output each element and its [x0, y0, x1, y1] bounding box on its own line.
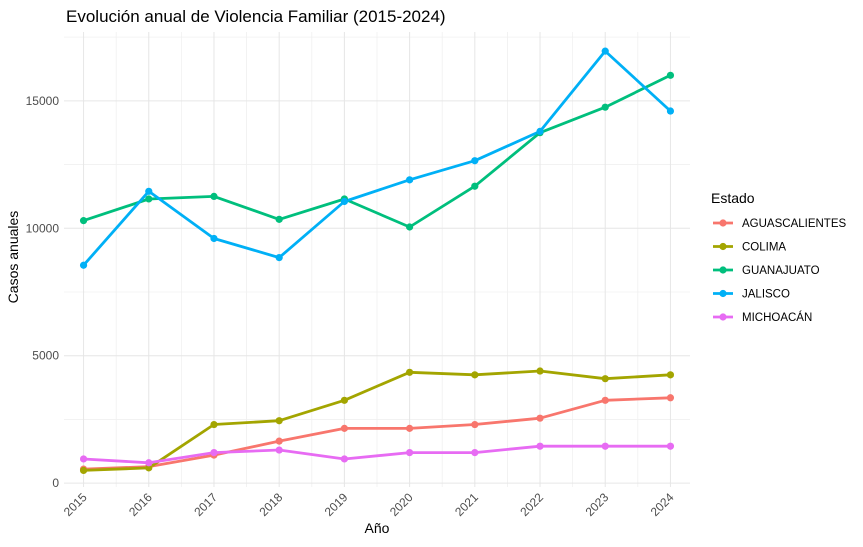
x-tick-label: 2017 — [191, 490, 220, 519]
legend-label-michoacan: MICHOACÁN — [742, 311, 812, 324]
legend-key-point-colima — [719, 242, 727, 251]
data-point-michoacan — [601, 442, 609, 450]
data-point-michoacan — [666, 442, 675, 450]
data-point-jalisco — [79, 261, 88, 269]
series-line-colima — [82, 369, 672, 472]
y-axis-label: Casos anuales — [5, 211, 21, 304]
data-point-jalisco — [666, 107, 675, 115]
data-point-colima — [275, 417, 283, 425]
data-point-aguascalientes — [536, 414, 544, 422]
data-point-guanajuato — [471, 182, 479, 190]
data-point-aguascalientes — [406, 424, 414, 432]
legend-key-point-guanajuato — [719, 266, 727, 274]
data-point-colima — [601, 375, 609, 383]
data-point-colima — [471, 371, 479, 379]
data-point-guanajuato — [210, 192, 218, 201]
x-tick-label: 2019 — [322, 490, 351, 519]
legend: Estado AGUASCALIENTES COLIMA GUANAJUATO JAL… — [711, 190, 846, 324]
x-tick-label: 2018 — [257, 490, 286, 519]
y-tick-label: 10000 — [26, 221, 60, 235]
x-tick-label: 2015 — [61, 490, 90, 519]
data-point-guanajuato — [79, 217, 88, 225]
data-point-colima — [210, 420, 218, 429]
data-point-jalisco — [601, 47, 609, 55]
series-lines — [82, 49, 672, 472]
data-point-aguascalientes — [275, 437, 283, 445]
legend-label-colima: COLIMA — [742, 242, 786, 254]
x-tick-label: 2021 — [452, 490, 481, 519]
legend-label-aguascalientes: AGUASCALIENTES — [742, 218, 846, 230]
data-point-michoacan — [210, 448, 218, 457]
data-point-jalisco — [340, 197, 348, 206]
data-point-michoacan — [471, 448, 479, 457]
data-point-colima — [666, 371, 675, 379]
x-axis-label: Año — [365, 520, 390, 536]
y-tick-label: 5000 — [32, 349, 59, 363]
x-tick-label: 2016 — [126, 490, 155, 519]
data-point-michoacan — [340, 455, 348, 463]
legend-label-jalisco: JALISCO — [742, 289, 790, 301]
series-line-guanajuato — [82, 73, 672, 229]
legend-key-point-aguascalientes — [719, 219, 727, 227]
data-point-michoacan — [536, 442, 544, 450]
x-tick-label: 2020 — [387, 490, 416, 519]
series-line-aguascalientes — [82, 396, 672, 471]
data-point-michoacan — [145, 459, 153, 467]
data-point-jalisco — [210, 234, 218, 243]
x-tick-label: 2024 — [648, 490, 677, 519]
legend-key-point-michoacan — [719, 313, 727, 321]
data-point-aguascalientes — [340, 424, 348, 432]
grid — [64, 32, 690, 487]
data-point-jalisco — [275, 253, 283, 262]
data-point-jalisco — [145, 187, 153, 195]
legend-label-guanajuato: GUANAJUATO — [742, 265, 820, 277]
data-point-guanajuato — [406, 223, 414, 231]
data-point-michoacan — [79, 455, 88, 463]
data-point-colima — [406, 368, 414, 376]
y-tick-label: 15000 — [26, 94, 60, 108]
data-point-guanajuato — [275, 215, 283, 223]
legend-title: Estado — [711, 190, 755, 206]
data-point-aguascalientes — [471, 420, 479, 429]
data-point-aguascalientes — [666, 394, 675, 402]
legend-items: AGUASCALIENTES COLIMA GUANAJUATO JALISCO MIC… — [713, 218, 846, 324]
data-point-aguascalientes — [601, 396, 609, 404]
data-point-jalisco — [536, 127, 544, 136]
series-line-jalisco — [82, 49, 672, 267]
y-tick-label: 0 — [52, 476, 59, 490]
legend-key-point-jalisco — [719, 289, 727, 298]
data-point-colima — [340, 396, 348, 404]
x-tick-label: 2023 — [583, 490, 612, 519]
chart-title: Evolución anual de Violencia Familiar (2… — [66, 7, 446, 26]
data-point-colima — [536, 367, 544, 375]
data-point-colima — [145, 464, 153, 472]
data-point-guanajuato — [601, 103, 609, 111]
x-axis-ticks: 2015 2016 2017 2018 2019 2020 2021 2022 2023 2024 — [61, 490, 677, 519]
data-point-michoacan — [275, 446, 283, 454]
data-point-colima — [79, 466, 88, 475]
data-point-guanajuato — [666, 71, 675, 79]
series-points — [79, 47, 675, 475]
y-axis-ticks: 0 5000 10000 15000 — [26, 94, 60, 490]
series-line-michoacan — [82, 444, 672, 465]
x-tick-label: 2022 — [517, 490, 546, 519]
data-point-michoacan — [406, 448, 414, 457]
data-point-jalisco — [471, 157, 479, 165]
data-point-guanajuato — [145, 195, 153, 203]
data-point-jalisco — [406, 176, 414, 184]
